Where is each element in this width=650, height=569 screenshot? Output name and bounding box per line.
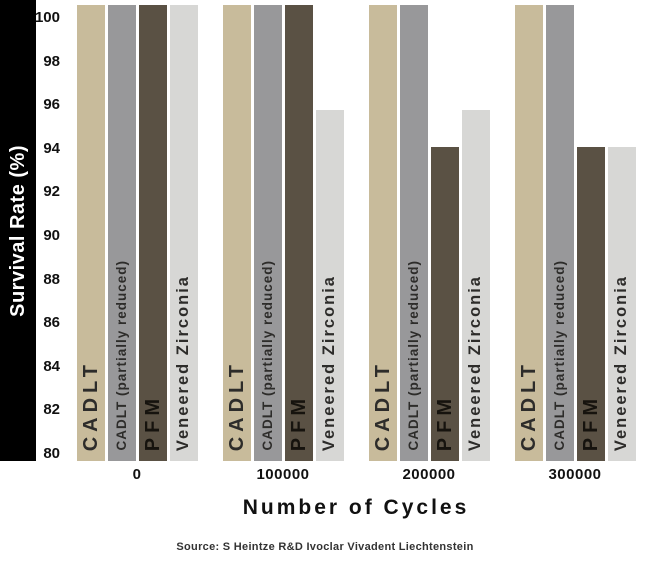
bar-veneered-zirconia-100000: Veneered Zirconia (315, 109, 344, 461)
source-caption: Source: S Heintze R&D Ivoclar Vivadent L… (176, 541, 474, 553)
bar-label: CADLT (225, 359, 248, 451)
y-tick-80: 80 (43, 445, 60, 462)
bar-label: CADLT (partially reduced) (113, 260, 129, 451)
bar-label: CADLT (partially reduced) (259, 260, 275, 451)
bar-cadlt-0: CADLT (76, 5, 105, 461)
y-tick-82: 82 (43, 401, 60, 419)
bar-label: Veneered Zirconia (174, 274, 193, 451)
bar-label: PFM (287, 393, 310, 451)
y-tick-96: 96 (43, 96, 60, 114)
bar-label: PFM (579, 393, 602, 451)
bar-label: Veneered Zirconia (612, 274, 631, 451)
y-tick-92: 92 (43, 183, 60, 201)
x-tick-300000: 300000 (548, 466, 602, 483)
y-tick-84: 84 (43, 357, 60, 375)
y-tick-86: 86 (43, 314, 60, 332)
y-tick-100: 100 (34, 9, 60, 26)
bar-cadlt-partially-reduced-0: CADLT (partially reduced) (107, 5, 136, 461)
plot-area: CADLT CADLT (partially reduced) PFM Veneere… (64, 0, 648, 461)
bar-cadlt-partially-reduced-300000: CADLT (partially reduced) (545, 5, 574, 461)
bar-cadlt-partially-reduced-100000: CADLT (partially reduced) (253, 5, 282, 461)
bar-veneered-zirconia-300000: Veneered Zirconia (607, 146, 636, 461)
x-tick-100000: 100000 (256, 466, 310, 483)
bar-label: CADLT (517, 359, 540, 451)
y-tick-labels: 100 98 96 94 92 90 88 86 84 82 80 (34, 0, 63, 462)
x-tick-200000: 200000 (402, 466, 456, 483)
y-tick-90: 90 (43, 227, 60, 244)
bar-label: CADLT (partially reduced) (405, 260, 421, 451)
y-tick-94: 94 (43, 139, 60, 157)
bar-group-300000: CADLT CADLT (partially reduced) PFM Veneere… (502, 0, 648, 461)
bar-label: CADLT (371, 359, 394, 451)
x-tick-labels: 0 100000 200000 300000 (64, 466, 648, 483)
bar-label: CADLT (partially reduced) (551, 260, 567, 451)
bar-pfm-300000: PFM (576, 146, 605, 461)
bar-label: Veneered Zirconia (466, 274, 485, 451)
y-axis-title-band: Survival Rate (%) (0, 0, 36, 461)
bar-cadlt-partially-reduced-200000: CADLT (partially reduced) (399, 5, 428, 461)
bar-cadlt-300000: CADLT (514, 5, 543, 461)
bar-group-100000: CADLT CADLT (partially reduced) PFM Veneere… (210, 0, 356, 461)
bar-label: PFM (141, 393, 164, 451)
bar-group-0: CADLT CADLT (partially reduced) PFM Veneere… (64, 0, 210, 461)
y-axis-title: Survival Rate (%) (6, 144, 29, 317)
bar-pfm-0: PFM (138, 5, 167, 461)
bar-group-200000: CADLT CADLT (partially reduced) PFM Veneere… (356, 0, 502, 461)
bar-label: Veneered Zirconia (320, 274, 339, 451)
bar-cadlt-200000: CADLT (368, 5, 397, 461)
bar-pfm-100000: PFM (284, 5, 313, 461)
x-axis-title: Number of Cycles (242, 496, 470, 519)
bar-pfm-200000: PFM (430, 146, 459, 461)
bar-veneered-zirconia-200000: Veneered Zirconia (461, 109, 490, 461)
bar-cadlt-100000: CADLT (222, 5, 251, 461)
y-tick-88: 88 (43, 270, 60, 288)
y-tick-98: 98 (43, 52, 60, 70)
x-tick-0: 0 (132, 466, 142, 483)
bar-label: CADLT (79, 359, 102, 451)
bar-label: PFM (433, 393, 456, 451)
bar-veneered-zirconia-0: Veneered Zirconia (169, 5, 198, 461)
